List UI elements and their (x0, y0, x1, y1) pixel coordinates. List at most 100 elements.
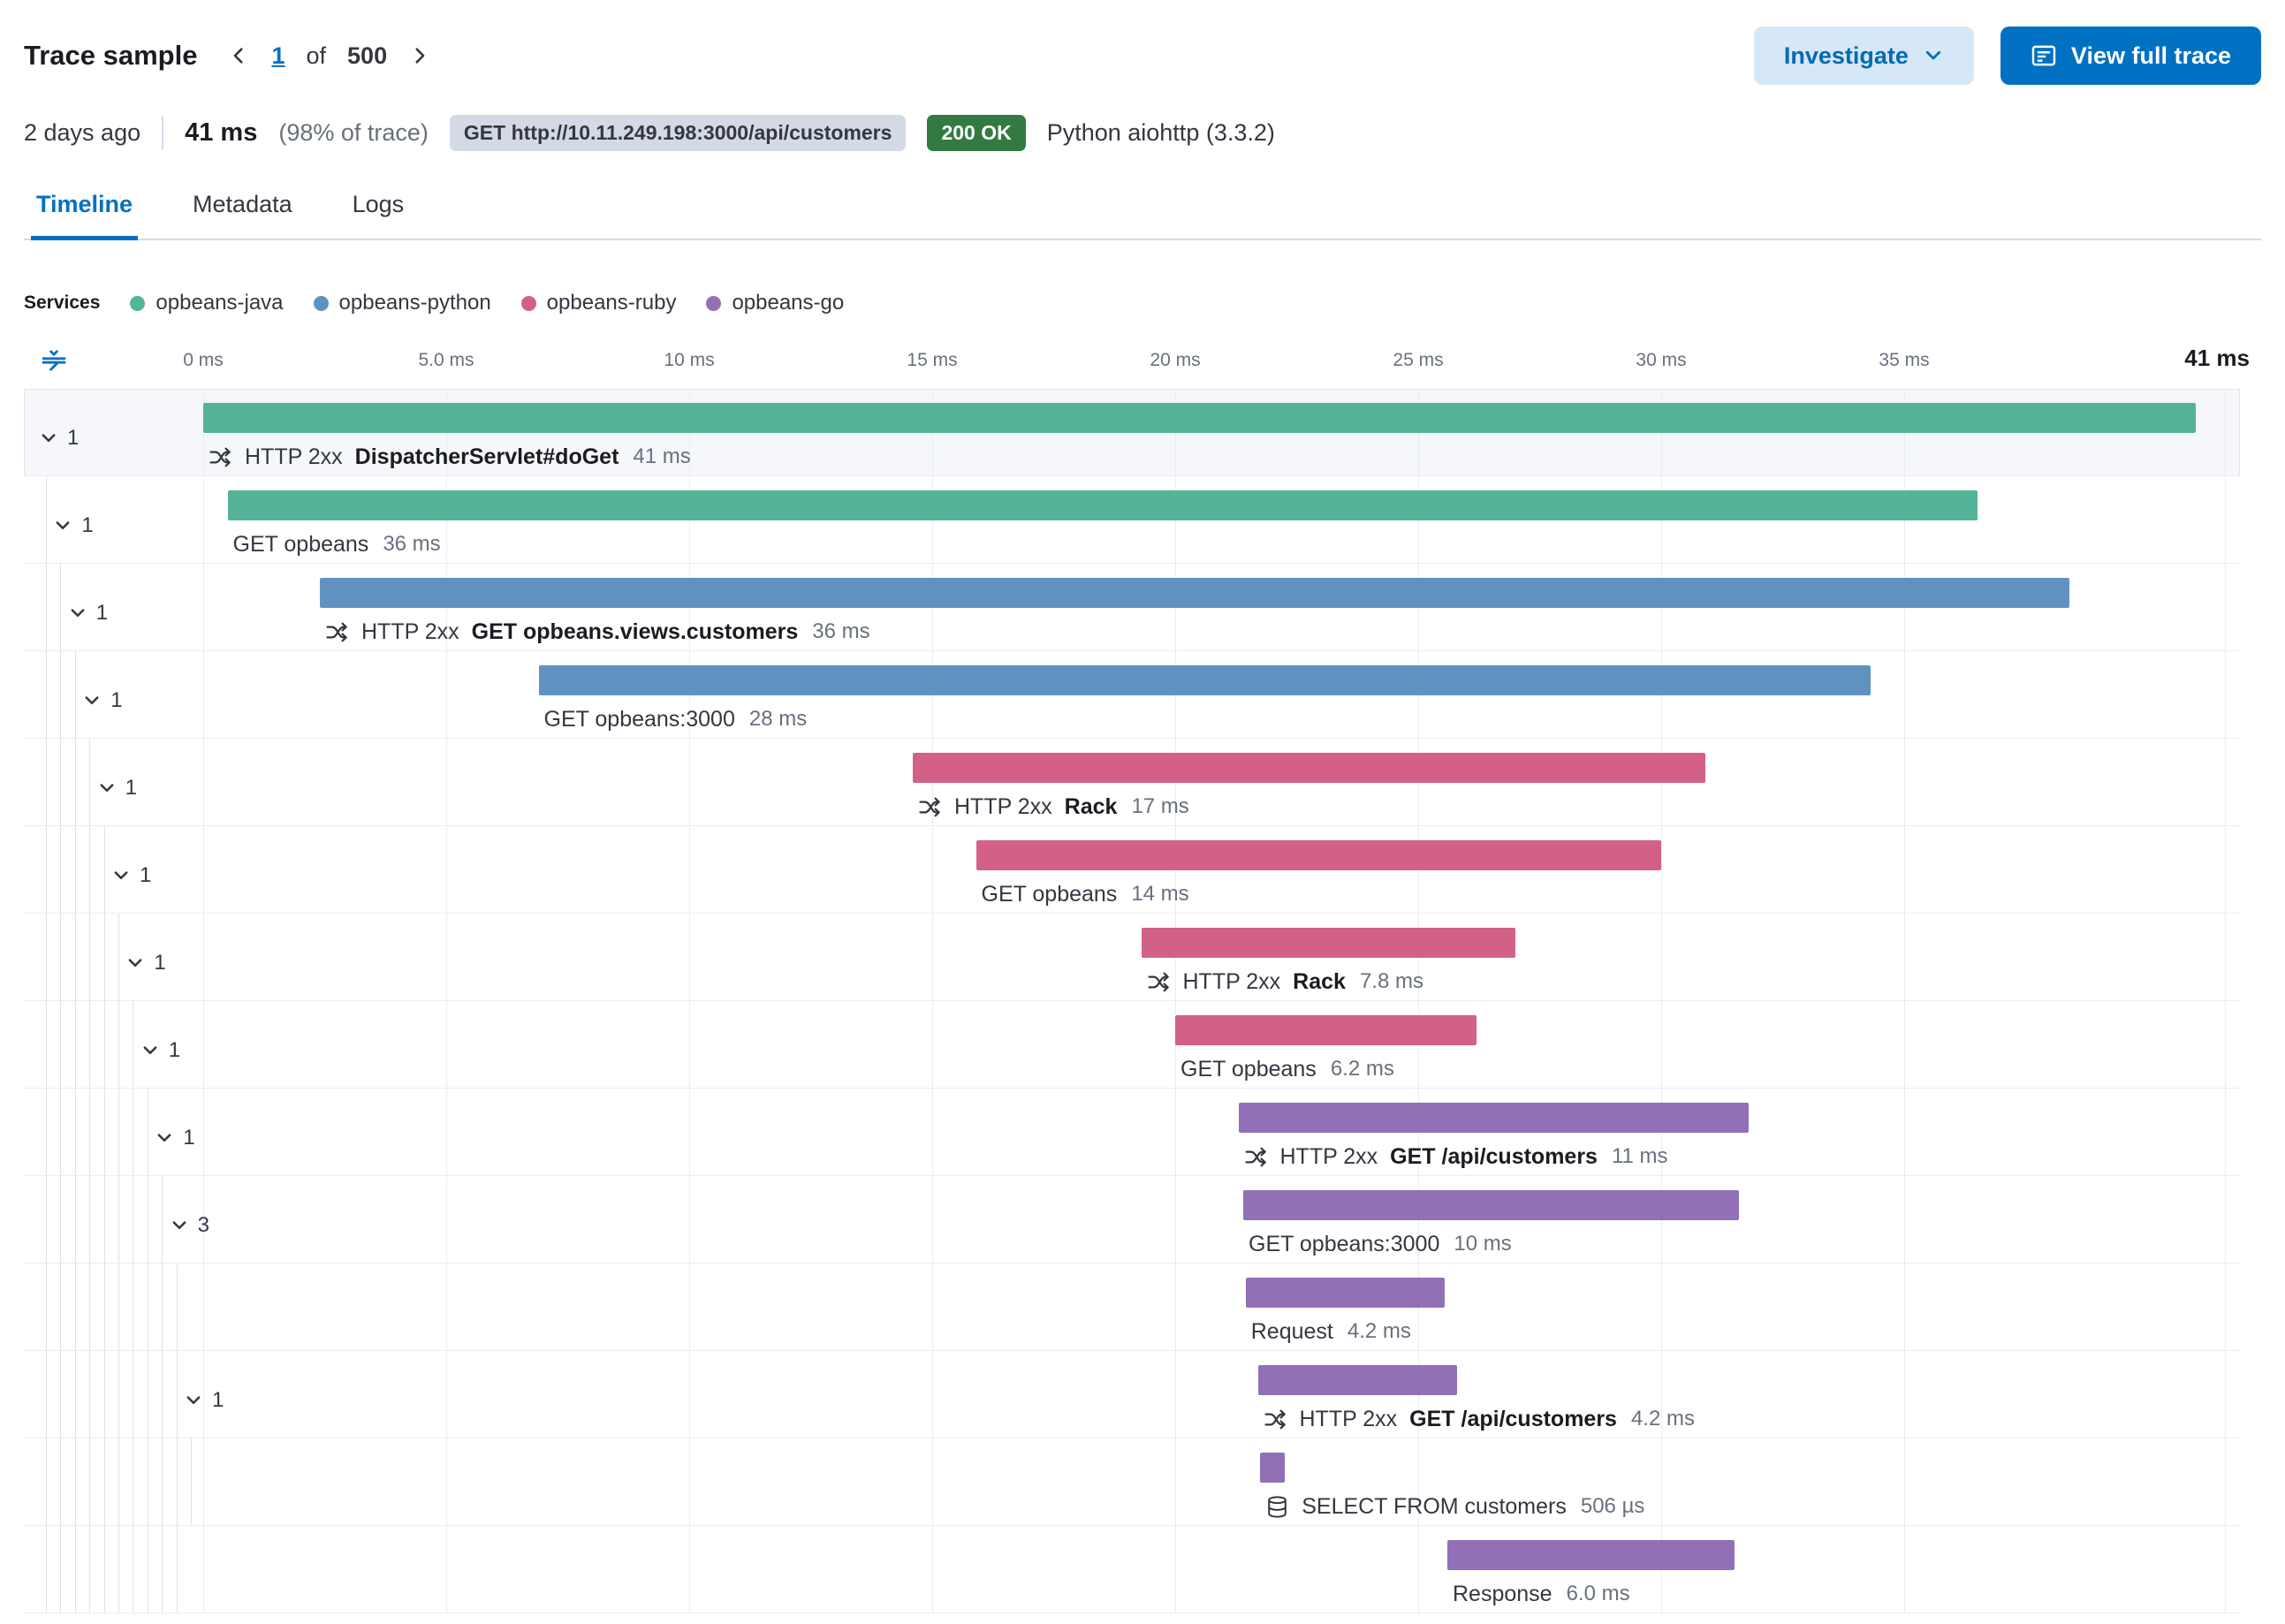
tree-guide-line (191, 1438, 192, 1525)
tab-metadata[interactable]: Metadata (187, 178, 298, 240)
transaction-bar-opbeans-go[interactable] (1257, 1365, 1457, 1395)
tree-guide-line (60, 1438, 62, 1525)
child-count: 1 (125, 776, 137, 800)
item-duration: 4.2 ms (1630, 1407, 1695, 1430)
item-name: GET opbeans:3000 (543, 706, 735, 732)
trace-waterfall: 1 HTTP 2xx DispatcherServlet#doGet 41 ms 1 GE… (24, 389, 2261, 1613)
span-bar-opbeans-go[interactable] (1260, 1453, 1285, 1483)
tree-guide-line (46, 1438, 47, 1525)
waterfall-item-label: Request 4.2 ms (1251, 1317, 1411, 1347)
tree-guide-line (162, 1264, 163, 1350)
prev-trace-button[interactable] (227, 44, 250, 67)
http-result-label: HTTP 2xx (245, 444, 343, 469)
current-page-link[interactable]: 1 (271, 42, 285, 69)
transaction-bar-opbeans-java[interactable] (203, 403, 2196, 433)
item-duration: 36 ms (383, 532, 441, 556)
transaction-bar-opbeans-python[interactable] (320, 578, 2069, 608)
next-trace-button[interactable] (408, 44, 431, 67)
tree-guide-line (176, 1438, 178, 1525)
tree-guide-line (74, 1264, 76, 1350)
legend-dot (130, 295, 146, 311)
item-duration: 14 ms (1131, 882, 1189, 906)
transaction-bar-opbeans-go[interactable] (1238, 1103, 1749, 1133)
tree-guide-line (60, 826, 62, 913)
axis-tick-label: 25 ms (1393, 350, 1444, 370)
transaction-icon (918, 795, 942, 819)
tree-guide-line (46, 1176, 47, 1263)
investigate-button[interactable]: Investigate (1753, 27, 1974, 85)
child-count: 1 (67, 426, 80, 450)
chevron-down-icon (82, 691, 102, 710)
item-name: GET opbeans.views.customers (471, 618, 799, 644)
summary-divider (162, 116, 164, 149)
legend-item-opbeans-go: opbeans-go (706, 291, 844, 315)
tree-guide-line (162, 1351, 163, 1438)
chevron-down-icon (68, 603, 87, 623)
waterfall-row: 1 HTTP 2xx GET /api/customers 11 ms (24, 1089, 2240, 1176)
tree-guide-line (74, 826, 76, 913)
collapse-toggle[interactable]: 1 (68, 601, 108, 626)
collapse-toggle[interactable]: 1 (111, 863, 151, 888)
legend-item-opbeans-python: opbeans-python (313, 291, 491, 315)
collapse-toggle[interactable]: 1 (140, 1038, 180, 1063)
axis-tick-label: 35 ms (1879, 350, 1930, 370)
span-bar-opbeans-java[interactable] (227, 490, 1978, 520)
fold-all-button[interactable] (40, 346, 68, 377)
transaction-bar-opbeans-ruby[interactable] (1141, 928, 1515, 958)
http-result-label: HTTP 2xx (954, 793, 1052, 819)
http-result-label: HTTP 2xx (1299, 1406, 1398, 1431)
axis-tick-label: 15 ms (907, 350, 958, 370)
child-count: 1 (140, 863, 152, 887)
span-bar-opbeans-go[interactable] (1243, 1190, 1739, 1220)
collapse-toggle[interactable]: 1 (184, 1388, 224, 1413)
legend-label: opbeans-go (732, 291, 845, 315)
tree-guide-line (162, 1438, 163, 1525)
waterfall-row: Request 4.2 ms (24, 1264, 2240, 1351)
collapse-toggle[interactable]: 1 (39, 426, 79, 451)
waterfall-item-label: HTTP 2xx Rack 7.8 ms (1147, 967, 1423, 997)
waterfall-item-label: Response 6.0 ms (1453, 1579, 1630, 1609)
tab-logs[interactable]: Logs (347, 178, 410, 240)
trace-duration: 41 ms (185, 118, 258, 147)
tree-guide-line (74, 739, 76, 825)
collapse-toggle[interactable]: 1 (97, 776, 137, 801)
tree-guide-line (46, 914, 47, 1000)
collapse-toggle[interactable]: 1 (125, 951, 166, 975)
collapse-toggle[interactable]: 1 (53, 513, 94, 538)
child-count: 3 (197, 1213, 209, 1237)
tree-guide-line (89, 1351, 91, 1438)
legend-dot (520, 295, 536, 311)
item-name: Request (1250, 1318, 1333, 1344)
chevron-down-icon (125, 953, 145, 973)
tree-guide-line (118, 1351, 119, 1438)
tree-guide-line (74, 1351, 76, 1438)
database-icon (1265, 1495, 1289, 1519)
child-count: 1 (168, 1038, 181, 1062)
collapse-toggle[interactable]: 1 (155, 1126, 195, 1150)
span-bar-opbeans-python[interactable] (538, 665, 1871, 695)
transaction-bar-opbeans-ruby[interactable] (913, 753, 1705, 783)
collapse-toggle[interactable]: 3 (170, 1213, 209, 1238)
tree-guide-line (103, 1264, 105, 1350)
item-name: GET /api/customers (1390, 1143, 1598, 1169)
waterfall-item-label: GET opbeans 36 ms (233, 529, 441, 559)
chevron-down-icon (170, 1216, 189, 1235)
span-bar-opbeans-ruby[interactable] (1175, 1015, 1477, 1045)
status-badge: 200 OK (927, 114, 1026, 151)
axis-tick-label: 0 ms (183, 350, 224, 370)
view-full-trace-button[interactable]: View full trace (2000, 27, 2261, 85)
item-name: GET opbeans (1180, 1056, 1317, 1081)
waterfall-item-label: GET opbeans 6.2 ms (1180, 1054, 1394, 1084)
span-bar-opbeans-go[interactable] (1245, 1278, 1446, 1308)
trace-pagination: 1 of 500 (227, 42, 431, 70)
tree-guide-line (118, 1001, 119, 1088)
tree-guide-line (103, 1438, 105, 1525)
collapse-toggle[interactable]: 1 (82, 688, 123, 713)
tab-timeline[interactable]: Timeline (31, 178, 139, 240)
fold-icon (40, 346, 68, 375)
item-name: Rack (1064, 793, 1118, 819)
header: Trace sample 1 of 500 Investiga (24, 27, 2261, 85)
span-bar-opbeans-go[interactable] (1447, 1540, 1735, 1570)
span-bar-opbeans-ruby[interactable] (975, 840, 1661, 870)
